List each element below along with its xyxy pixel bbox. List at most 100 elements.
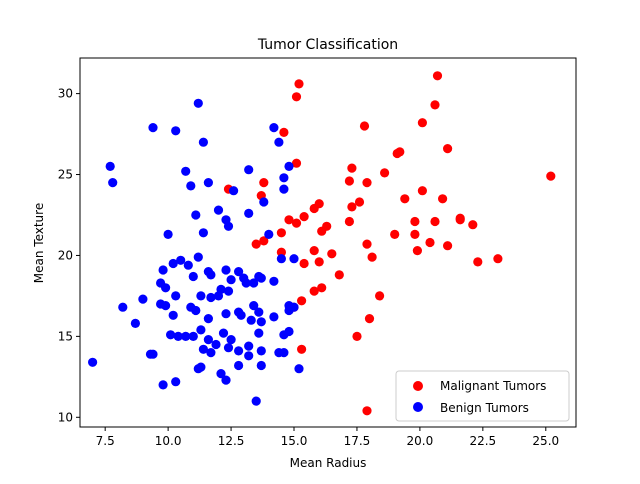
benign-point-104	[221, 375, 231, 385]
y-tick-label-0: 10	[58, 410, 73, 424]
malignant-point-38	[410, 229, 420, 239]
malignant-point-52	[493, 254, 503, 264]
benign-point-43	[161, 283, 171, 293]
malignant-point-22	[354, 197, 365, 207]
malignant-point-41	[251, 239, 261, 249]
malignant-point-9	[392, 148, 402, 159]
benign-point-90	[244, 351, 254, 361]
x-axis-ticks: 7.5 10.0 12.5 15.0 17.5 20.0 22.5 25.0	[96, 427, 559, 448]
benign-point-51	[171, 291, 181, 301]
benign-point-22	[198, 228, 208, 238]
benign-point-85	[198, 344, 208, 354]
benign-point-99	[256, 360, 266, 371]
benign-point-84	[244, 341, 254, 351]
benign-point-68	[236, 310, 246, 320]
malignant-point-43	[362, 239, 372, 249]
x-tick-label-2: 12.5	[218, 434, 245, 448]
malignant-point-12	[380, 168, 390, 178]
malignant-point-51	[314, 257, 324, 267]
benign-point-58	[221, 309, 231, 319]
benign-point-88	[256, 346, 266, 356]
x-tick-label-1: 10.0	[155, 434, 182, 448]
benign-point-6	[105, 161, 115, 171]
benign-point-82	[211, 339, 221, 350]
benign-point-86	[223, 343, 234, 353]
benign-point-101	[216, 369, 226, 379]
benign-point-15	[279, 184, 289, 194]
benign-point-37	[256, 273, 266, 283]
benign-point-28	[176, 255, 186, 265]
benign-point-19	[244, 208, 254, 218]
benign-point-31	[158, 265, 168, 275]
benign-point-76	[284, 326, 294, 337]
malignant-point-10	[291, 158, 302, 168]
benign-point-87	[234, 346, 244, 356]
malignant-point-11	[347, 163, 357, 173]
benign-point-30	[183, 260, 193, 270]
legend-label-benign: Benign Tumors	[440, 401, 529, 415]
benign-point-38	[269, 276, 279, 286]
benign-point-80	[188, 331, 198, 341]
y-axis-ticks: 10 15 20 25 30	[58, 87, 80, 424]
malignant-point-56	[309, 286, 319, 296]
malignant-point-25	[309, 203, 319, 214]
legend-marker-benign	[413, 402, 423, 412]
benign-point-49	[206, 292, 216, 303]
malignant-point-46	[276, 247, 286, 257]
benign-point-3	[269, 123, 279, 133]
benign-point-74	[254, 328, 264, 338]
malignant-point-49	[367, 252, 377, 262]
benign-point-60	[249, 301, 259, 311]
legend-marker-malignant	[413, 381, 423, 391]
malignant-point-13	[546, 171, 556, 181]
y-tick-label-3: 25	[58, 168, 73, 182]
malignant-point-39	[317, 226, 327, 236]
malignant-point-29	[284, 215, 294, 225]
malignant-point-30	[410, 216, 420, 227]
benign-point-12	[203, 178, 213, 188]
benign-point-4	[198, 137, 208, 147]
malignant-point-61	[352, 331, 362, 341]
x-tick-label-7: 25.0	[532, 434, 559, 448]
legend-label-malignant: Malignant Tumors	[440, 379, 546, 393]
benign-point-57	[191, 305, 201, 316]
benign-point-50	[213, 291, 224, 301]
benign-point-73	[218, 328, 229, 338]
malignant-point-5	[417, 118, 427, 128]
benign-point-105	[251, 396, 261, 406]
benign-point-9	[244, 165, 254, 175]
benign-point-39	[188, 271, 198, 282]
malignant-point-37	[390, 229, 400, 239]
malignant-point-55	[317, 283, 327, 293]
benign-point-78	[173, 331, 183, 341]
benign-point-94	[145, 349, 156, 359]
y-axis-label: Mean Texture	[32, 203, 46, 283]
benign-point-83	[226, 335, 236, 345]
malignant-point-4	[359, 121, 370, 131]
malignant-point-60	[364, 314, 375, 324]
benign-point-97	[196, 362, 206, 372]
benign-point-70	[256, 317, 266, 327]
benign-point-98	[234, 360, 244, 371]
benign-point-34	[234, 267, 244, 277]
benign-point-40	[206, 270, 216, 280]
malignant-point-1	[291, 92, 302, 102]
malignant-point-42	[425, 237, 435, 248]
benign-point-7	[108, 178, 118, 188]
benign-point-95	[88, 357, 98, 367]
benign-point-69	[246, 315, 256, 325]
malignant-point-3	[430, 100, 440, 110]
malignant-point-20	[438, 194, 448, 204]
benign-point-65	[284, 305, 294, 316]
benign-point-53	[138, 294, 148, 304]
benign-point-33	[221, 265, 231, 275]
data-points-layer	[88, 71, 556, 416]
malignant-point-53	[473, 257, 483, 267]
benign-point-48	[196, 291, 206, 301]
benign-point-8	[181, 166, 191, 176]
benign-point-79	[181, 331, 191, 341]
malignant-point-21	[400, 194, 410, 204]
x-tick-label-0: 7.5	[96, 434, 115, 448]
